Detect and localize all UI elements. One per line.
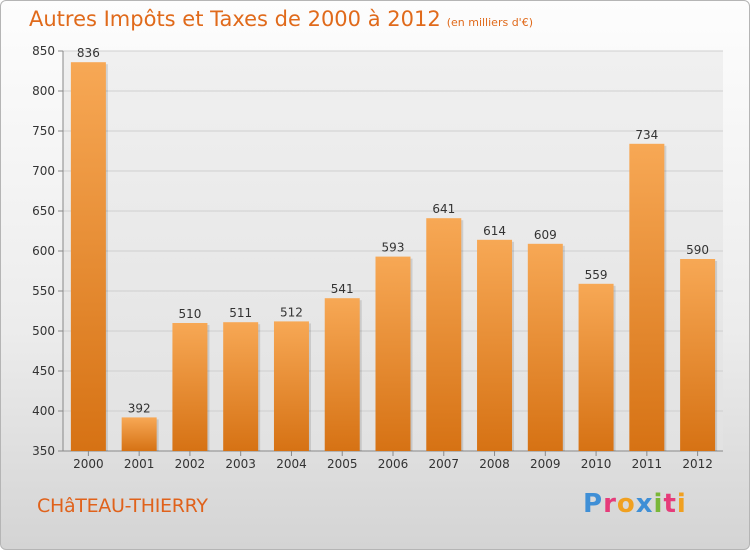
- y-tick-label: 600: [32, 244, 55, 258]
- x-tick-label: 2002: [175, 457, 206, 471]
- x-tick-label: 2004: [276, 457, 307, 471]
- y-tick-label: 450: [32, 364, 55, 378]
- proxiti-logo: Proxiti: [583, 489, 687, 519]
- data-label: 590: [686, 243, 709, 257]
- x-tick-label: 2008: [479, 457, 510, 471]
- chart-subtitle: (en milliers d'€): [446, 16, 533, 29]
- bar: [578, 283, 614, 451]
- x-tick-label: 2000: [73, 457, 104, 471]
- chart-title: Autres Impôts et Taxes de 2000 à 2012 (en…: [29, 7, 533, 31]
- bar: [477, 239, 513, 451]
- bar: [223, 322, 259, 451]
- data-label: 734: [635, 128, 658, 142]
- y-tick-label: 850: [32, 44, 55, 58]
- y-tick-label: 750: [32, 124, 55, 138]
- data-label: 512: [280, 305, 303, 319]
- data-label: 559: [585, 268, 608, 282]
- data-label: 609: [534, 228, 557, 242]
- bar: [70, 62, 106, 451]
- data-label: 510: [178, 307, 201, 321]
- bar: [121, 417, 157, 451]
- y-tick-label: 550: [32, 284, 55, 298]
- bar: [426, 218, 462, 451]
- x-tick-label: 2011: [632, 457, 663, 471]
- x-tick-label: 2010: [581, 457, 612, 471]
- x-tick-label: 2009: [530, 457, 561, 471]
- y-tick-label: 500: [32, 324, 55, 338]
- x-tick-label: 2007: [428, 457, 459, 471]
- data-label: 511: [229, 306, 252, 320]
- bar: [324, 298, 360, 451]
- data-label: 614: [483, 224, 506, 238]
- bar: [172, 323, 208, 451]
- data-label: 593: [382, 241, 405, 255]
- y-tick-label: 650: [32, 204, 55, 218]
- data-label: 541: [331, 282, 354, 296]
- y-tick-label: 700: [32, 164, 55, 178]
- x-tick-label: 2012: [682, 457, 713, 471]
- data-label: 641: [432, 202, 455, 216]
- bar: [629, 143, 665, 452]
- y-tick-label: 800: [32, 84, 55, 98]
- bar: [375, 256, 411, 451]
- chart-title-text: Autres Impôts et Taxes de 2000 à 2012: [29, 7, 441, 31]
- x-tick-label: 2001: [124, 457, 155, 471]
- city-name: CHâTEAU-THIERRY: [37, 495, 208, 517]
- x-tick-label: 2003: [225, 457, 256, 471]
- bar: [527, 243, 563, 451]
- bar: [273, 321, 309, 451]
- x-tick-label: 2006: [378, 457, 409, 471]
- y-tick-label: 350: [32, 444, 55, 458]
- y-tick-label: 400: [32, 404, 55, 418]
- data-label: 392: [128, 401, 151, 415]
- data-label: 836: [77, 46, 100, 60]
- x-tick-label: 2005: [327, 457, 358, 471]
- bar: [680, 259, 716, 451]
